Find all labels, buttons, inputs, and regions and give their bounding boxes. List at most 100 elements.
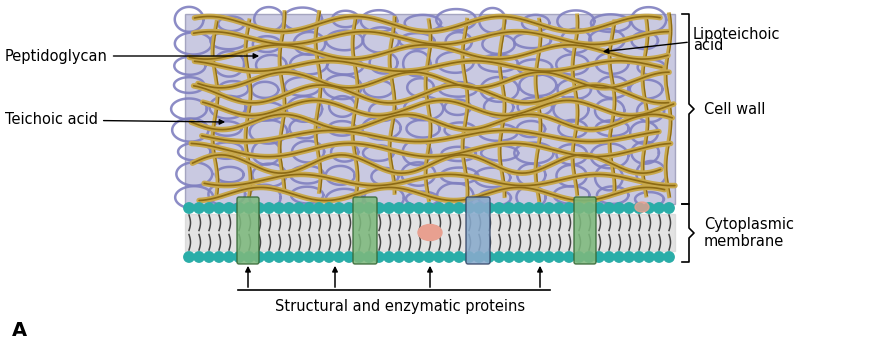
- Circle shape: [354, 203, 364, 213]
- Circle shape: [414, 203, 424, 213]
- Circle shape: [204, 203, 214, 213]
- Circle shape: [584, 252, 594, 262]
- Circle shape: [284, 203, 295, 213]
- Circle shape: [423, 252, 434, 262]
- Circle shape: [594, 203, 604, 213]
- Circle shape: [504, 203, 514, 213]
- Circle shape: [204, 252, 214, 262]
- Text: Structural and enzymatic proteins: Structural and enzymatic proteins: [275, 300, 525, 314]
- Circle shape: [194, 252, 205, 262]
- Circle shape: [393, 252, 404, 262]
- Circle shape: [183, 203, 194, 213]
- Circle shape: [314, 203, 325, 213]
- Circle shape: [264, 252, 274, 262]
- Circle shape: [213, 252, 224, 262]
- Circle shape: [544, 203, 554, 213]
- Circle shape: [324, 252, 334, 262]
- Circle shape: [344, 203, 355, 213]
- Circle shape: [604, 203, 614, 213]
- Circle shape: [574, 203, 584, 213]
- Circle shape: [524, 203, 534, 213]
- FancyBboxPatch shape: [237, 197, 259, 264]
- Text: A: A: [12, 321, 27, 339]
- Bar: [185, 214, 675, 251]
- Circle shape: [574, 252, 584, 262]
- Circle shape: [474, 252, 484, 262]
- Circle shape: [474, 203, 484, 213]
- Circle shape: [564, 203, 574, 213]
- Circle shape: [183, 252, 194, 262]
- Circle shape: [554, 252, 564, 262]
- Circle shape: [604, 252, 614, 262]
- Circle shape: [414, 252, 424, 262]
- Circle shape: [404, 203, 415, 213]
- Circle shape: [374, 203, 385, 213]
- Circle shape: [494, 203, 505, 213]
- Circle shape: [363, 252, 374, 262]
- Circle shape: [234, 252, 244, 262]
- Circle shape: [454, 203, 464, 213]
- Circle shape: [254, 252, 265, 262]
- Circle shape: [514, 203, 524, 213]
- Circle shape: [384, 203, 394, 213]
- Circle shape: [514, 252, 524, 262]
- Circle shape: [554, 203, 564, 213]
- Circle shape: [284, 252, 295, 262]
- Ellipse shape: [635, 202, 649, 212]
- Circle shape: [434, 203, 445, 213]
- FancyBboxPatch shape: [466, 197, 490, 264]
- Circle shape: [254, 203, 265, 213]
- Circle shape: [213, 203, 224, 213]
- Circle shape: [294, 252, 304, 262]
- Circle shape: [224, 252, 235, 262]
- Circle shape: [273, 203, 284, 213]
- Circle shape: [484, 252, 494, 262]
- Circle shape: [534, 252, 544, 262]
- Circle shape: [494, 252, 505, 262]
- Bar: [185, 14, 675, 204]
- Circle shape: [644, 252, 654, 262]
- Ellipse shape: [418, 225, 442, 240]
- Circle shape: [664, 252, 674, 262]
- Circle shape: [634, 252, 644, 262]
- Circle shape: [344, 252, 355, 262]
- FancyBboxPatch shape: [353, 197, 377, 264]
- Text: Teichoic acid: Teichoic acid: [5, 113, 224, 127]
- Circle shape: [654, 252, 664, 262]
- Circle shape: [234, 203, 244, 213]
- Circle shape: [363, 203, 374, 213]
- Circle shape: [634, 203, 644, 213]
- Circle shape: [644, 203, 654, 213]
- Circle shape: [273, 252, 284, 262]
- Circle shape: [504, 252, 514, 262]
- Circle shape: [584, 203, 594, 213]
- Circle shape: [384, 252, 394, 262]
- Circle shape: [404, 252, 415, 262]
- Circle shape: [614, 252, 624, 262]
- Circle shape: [594, 252, 604, 262]
- Circle shape: [484, 203, 494, 213]
- Circle shape: [393, 203, 404, 213]
- Circle shape: [333, 203, 344, 213]
- Circle shape: [354, 252, 364, 262]
- Circle shape: [624, 203, 634, 213]
- Circle shape: [303, 252, 314, 262]
- Circle shape: [454, 252, 464, 262]
- Circle shape: [324, 203, 334, 213]
- Circle shape: [464, 252, 475, 262]
- Circle shape: [333, 252, 344, 262]
- Circle shape: [434, 252, 445, 262]
- Circle shape: [264, 203, 274, 213]
- Circle shape: [654, 203, 664, 213]
- FancyBboxPatch shape: [574, 197, 596, 264]
- Circle shape: [294, 203, 304, 213]
- Circle shape: [464, 203, 475, 213]
- Circle shape: [534, 203, 544, 213]
- Circle shape: [374, 252, 385, 262]
- Circle shape: [564, 252, 574, 262]
- Text: acid: acid: [693, 38, 723, 54]
- Text: Lipoteichoic: Lipoteichoic: [693, 26, 781, 42]
- Text: Cytoplasmic
membrane: Cytoplasmic membrane: [704, 217, 794, 249]
- Text: Peptidoglycan: Peptidoglycan: [5, 49, 258, 63]
- Circle shape: [423, 203, 434, 213]
